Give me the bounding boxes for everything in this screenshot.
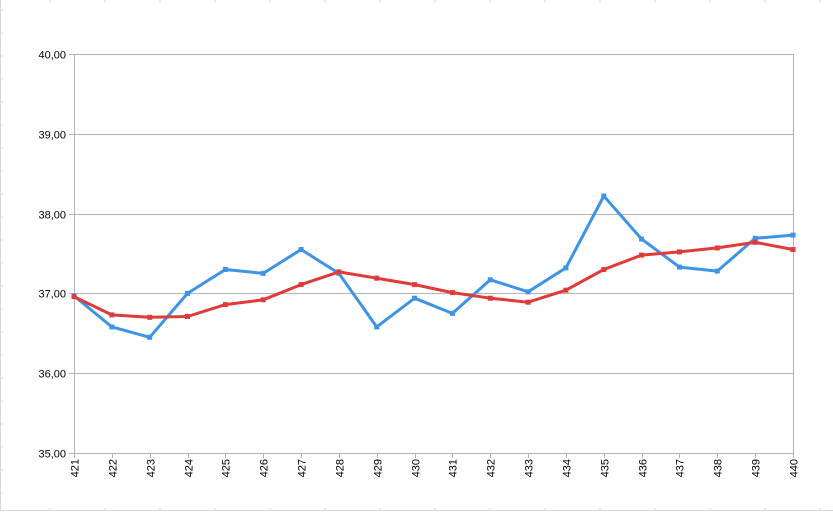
x-tick-label: 423 — [146, 459, 158, 477]
x-tick-label: 421 — [70, 459, 82, 477]
series-1-point — [677, 264, 682, 270]
series-2-point — [260, 297, 266, 303]
series-2-point — [677, 249, 682, 255]
series-2-point — [336, 269, 342, 275]
x-tick-label: 433 — [524, 459, 536, 477]
series-2-point — [374, 275, 380, 281]
series-1-point — [185, 290, 190, 296]
y-tick-label: 39,00 — [38, 130, 66, 142]
series-1-point — [222, 267, 228, 272]
series-1-point — [374, 324, 380, 330]
series-2-point — [298, 282, 304, 288]
series-2-point — [752, 239, 758, 245]
series-1-point — [752, 235, 758, 241]
y-axis: 35,00 36,00 37,00 38,00 39,00 40,00 — [38, 50, 75, 461]
y-tick-label: 35,00 — [38, 449, 66, 461]
series-2-point — [487, 295, 493, 301]
x-tick-label: 426 — [259, 459, 271, 477]
series-1-point — [601, 193, 607, 199]
x-tick-label: 436 — [638, 459, 650, 477]
x-tick-label: 440 — [789, 459, 801, 477]
series-2 — [71, 239, 796, 320]
series-1-point — [449, 310, 455, 316]
series-1-point — [412, 295, 418, 301]
x-tick-label: 431 — [448, 459, 460, 477]
x-tick-label: 438 — [713, 459, 725, 477]
x-axis: 421 422 423 424 425 426 427 428 429 430 431 432 433 4… — [70, 453, 801, 477]
x-tick-label: 424 — [184, 459, 196, 477]
y-tick-label: 36,00 — [38, 369, 66, 381]
x-tick-label: 434 — [562, 459, 574, 477]
series-2-point — [412, 282, 418, 288]
series-2-point — [525, 299, 531, 305]
series-1-point — [109, 324, 115, 330]
x-tick-label: 429 — [373, 459, 385, 477]
x-tick-label: 432 — [486, 459, 498, 477]
x-tick-label: 422 — [108, 459, 120, 477]
grid-lines — [74, 54, 793, 374]
y-tick-label: 38,00 — [38, 210, 66, 222]
series-2-point — [109, 312, 115, 318]
x-tick-label: 430 — [411, 459, 423, 477]
series-1-point — [563, 265, 569, 271]
series-2-point — [185, 314, 190, 319]
series-1-point — [487, 277, 493, 283]
series-1-line — [72, 194, 795, 339]
series-1-point — [525, 289, 531, 295]
x-tick-label: 437 — [675, 459, 687, 477]
x-tick-label: 435 — [600, 459, 612, 477]
series-1-point — [147, 334, 153, 340]
x-tick-label: 428 — [335, 459, 347, 477]
series-2-point — [639, 252, 645, 258]
x-tick-label: 439 — [751, 459, 763, 477]
series-1-point — [260, 270, 266, 276]
series-2-line — [72, 240, 795, 319]
series-1-point — [639, 236, 645, 242]
series-layer — [71, 193, 796, 340]
series-2-point — [222, 302, 228, 308]
series-2-point — [714, 245, 720, 251]
series-2-point — [563, 287, 569, 293]
x-tick-label: 425 — [221, 459, 233, 477]
series-1-point — [714, 268, 720, 274]
series-2-point — [601, 267, 607, 272]
series-2-point — [147, 314, 153, 320]
series-1 — [71, 193, 796, 340]
series-2-point — [71, 294, 77, 300]
series-1-point — [790, 232, 796, 238]
y-tick-label: 37,00 — [38, 289, 66, 301]
series-1-point — [298, 247, 304, 252]
x-tick-label: 427 — [297, 459, 309, 477]
series-2-point — [449, 290, 455, 296]
series-2-point — [790, 247, 796, 252]
y-tick-label: 40,00 — [38, 50, 66, 62]
